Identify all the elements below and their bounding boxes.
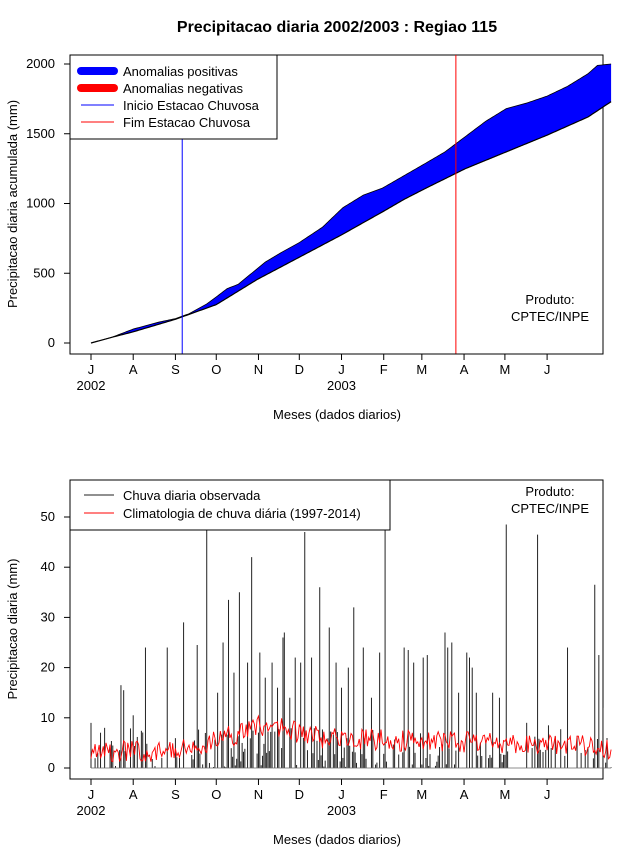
y-axis-top: 0 500 1000 1500 2000 [26, 56, 71, 350]
climatology-daily-line [90, 714, 612, 763]
legend-label-negative: Anomalias negativas [123, 81, 243, 96]
legend-box-bottom [69, 479, 391, 531]
legend-bottom: Chuva diaria observada Climatologia de c… [69, 479, 391, 531]
legend-top: Anomalias positivas Anomalias negativas … [69, 54, 278, 140]
product-label-bottom: Produto: [525, 484, 574, 499]
x-tick-label-top-10: M [499, 362, 510, 377]
x-tick-label-top-2: S [171, 362, 180, 377]
y-tick-label-top-0: 0 [48, 335, 55, 350]
x-tick-label-top-5: D [295, 362, 304, 377]
y-tick-label-bottom-5: 50 [41, 509, 55, 524]
x-tick-label-bottom-6: J [338, 787, 345, 802]
x-tick-label-bottom-9: A [460, 787, 469, 802]
y-tick-label-bottom-1: 10 [41, 710, 55, 725]
x-tick-label-bottom-8: M [416, 787, 427, 802]
x-tick-label-top-11: J [544, 362, 551, 377]
x-tick-label-top-6: J [338, 362, 345, 377]
product-org-top: CPTEC/INPE [511, 309, 589, 324]
y-tick-label-top-1: 500 [33, 265, 55, 280]
product-org-bottom: CPTEC/INPE [511, 501, 589, 516]
x-tick-label-top-3: O [211, 362, 221, 377]
legend-label-climatology: Climatologia de chuva diária (1997-2014) [123, 506, 361, 521]
climatology-line [90, 714, 612, 763]
y-tick-label-bottom-3: 30 [41, 609, 55, 624]
y-tick-label-bottom-2: 20 [41, 660, 55, 675]
y-tick-label-top-3: 1500 [26, 126, 55, 141]
x-tick-label-top-7: F [380, 362, 388, 377]
y-tick-label-top-2: 1000 [26, 196, 55, 211]
legend-label-positive: Anomalias positivas [123, 64, 238, 79]
x-axis-label-bottom: Meses (dados diarios) [273, 832, 401, 847]
x-tick-label-bottom-4: N [254, 787, 263, 802]
x-tick-label-bottom-1: A [129, 787, 138, 802]
y-axis-bottom: 0 10 20 30 40 50 [41, 509, 71, 775]
legend-label-observed: Chuva diaria observada [123, 488, 261, 503]
y-tick-label-bottom-0: 0 [48, 760, 55, 775]
observed-rain-bars [90, 506, 612, 769]
positive-anomaly-area-0 [91, 64, 612, 343]
x-tick-label-bottom-7: F [380, 787, 388, 802]
year-label-top-1: 2003 [327, 378, 356, 393]
x-tick-label-top-9: A [460, 362, 469, 377]
year-label-bottom-1: 2003 [327, 803, 356, 818]
legend-label-inicio: Inicio Estacao Chuvosa [123, 98, 260, 113]
climatology-cumulative-line [90, 101, 612, 344]
legend-label-fim: Fim Estacao Chuvosa [123, 115, 251, 130]
x-tick-label-top-8: M [416, 362, 427, 377]
x-tick-label-top-0: J [88, 362, 95, 377]
y-axis-label-bottom: Precipitacao diaria (mm) [5, 559, 20, 700]
x-tick-label-bottom-0: J [88, 787, 95, 802]
observed-cumulative-line [90, 63, 612, 344]
y-tick-label-top-4: 2000 [26, 56, 55, 71]
y-axis-label-top: Precipitacao diaria acumulada (mm) [5, 100, 20, 308]
x-tick-label-top-4: N [254, 362, 263, 377]
x-axis-label-top: Meses (dados diarios) [273, 407, 401, 422]
x-tick-label-bottom-11: J [544, 787, 551, 802]
x-tick-label-bottom-5: D [295, 787, 304, 802]
product-label-top: Produto: [525, 292, 574, 307]
x-tick-label-bottom-10: M [499, 787, 510, 802]
x-tick-label-bottom-2: S [171, 787, 180, 802]
x-tick-label-top-1: A [129, 362, 138, 377]
year-label-bottom-0: 2002 [77, 803, 106, 818]
x-tick-label-bottom-3: O [211, 787, 221, 802]
year-label-top-0: 2002 [77, 378, 106, 393]
figure-title: Precipitacao diaria 2002/2003 : Regiao 1… [177, 19, 497, 36]
y-tick-label-bottom-4: 40 [41, 559, 55, 574]
anomaly-areas [90, 63, 612, 344]
